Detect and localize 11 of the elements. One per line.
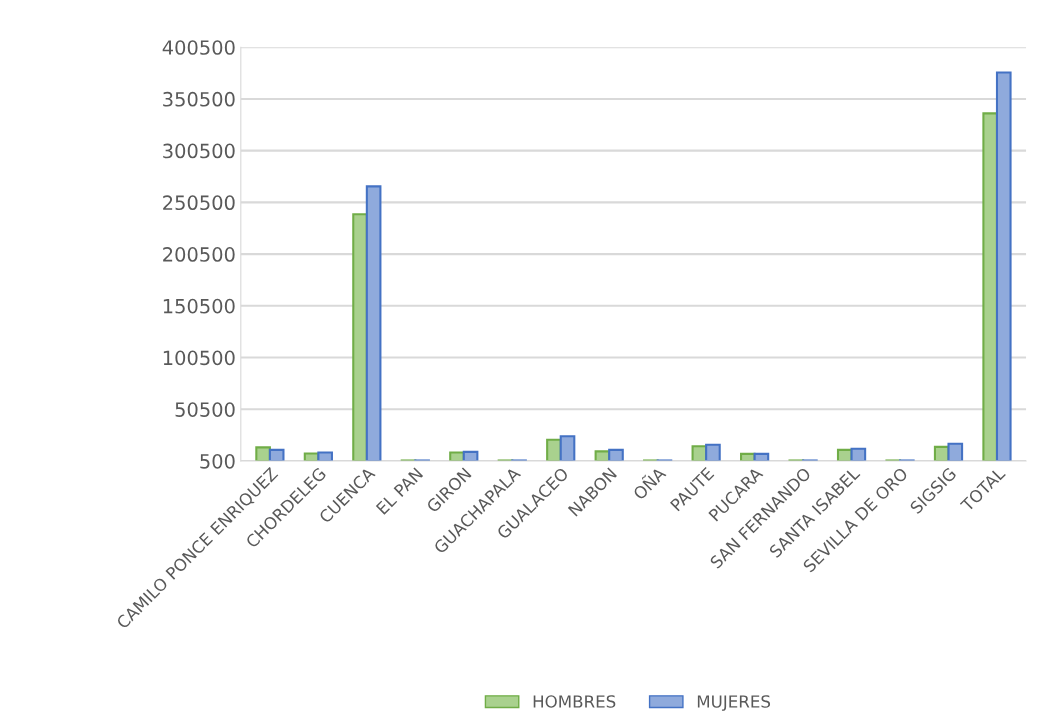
y-tick-label: 300500 <box>163 143 235 159</box>
y-tick-label: 250500 <box>163 195 235 211</box>
legend-label: HOMBRES <box>533 695 616 708</box>
y-tick-label: 500 <box>200 453 235 469</box>
y-tick-label: 150500 <box>163 298 235 314</box>
y-tick-label: 50500 <box>175 402 235 417</box>
legend-label: MUJERES <box>697 695 771 711</box>
y-tick-label: 350500 <box>163 91 235 107</box>
y-tick-label: 100500 <box>163 350 235 366</box>
y-tick-label: 200500 <box>163 247 235 262</box>
y-tick-label: 400500 <box>162 40 235 55</box>
